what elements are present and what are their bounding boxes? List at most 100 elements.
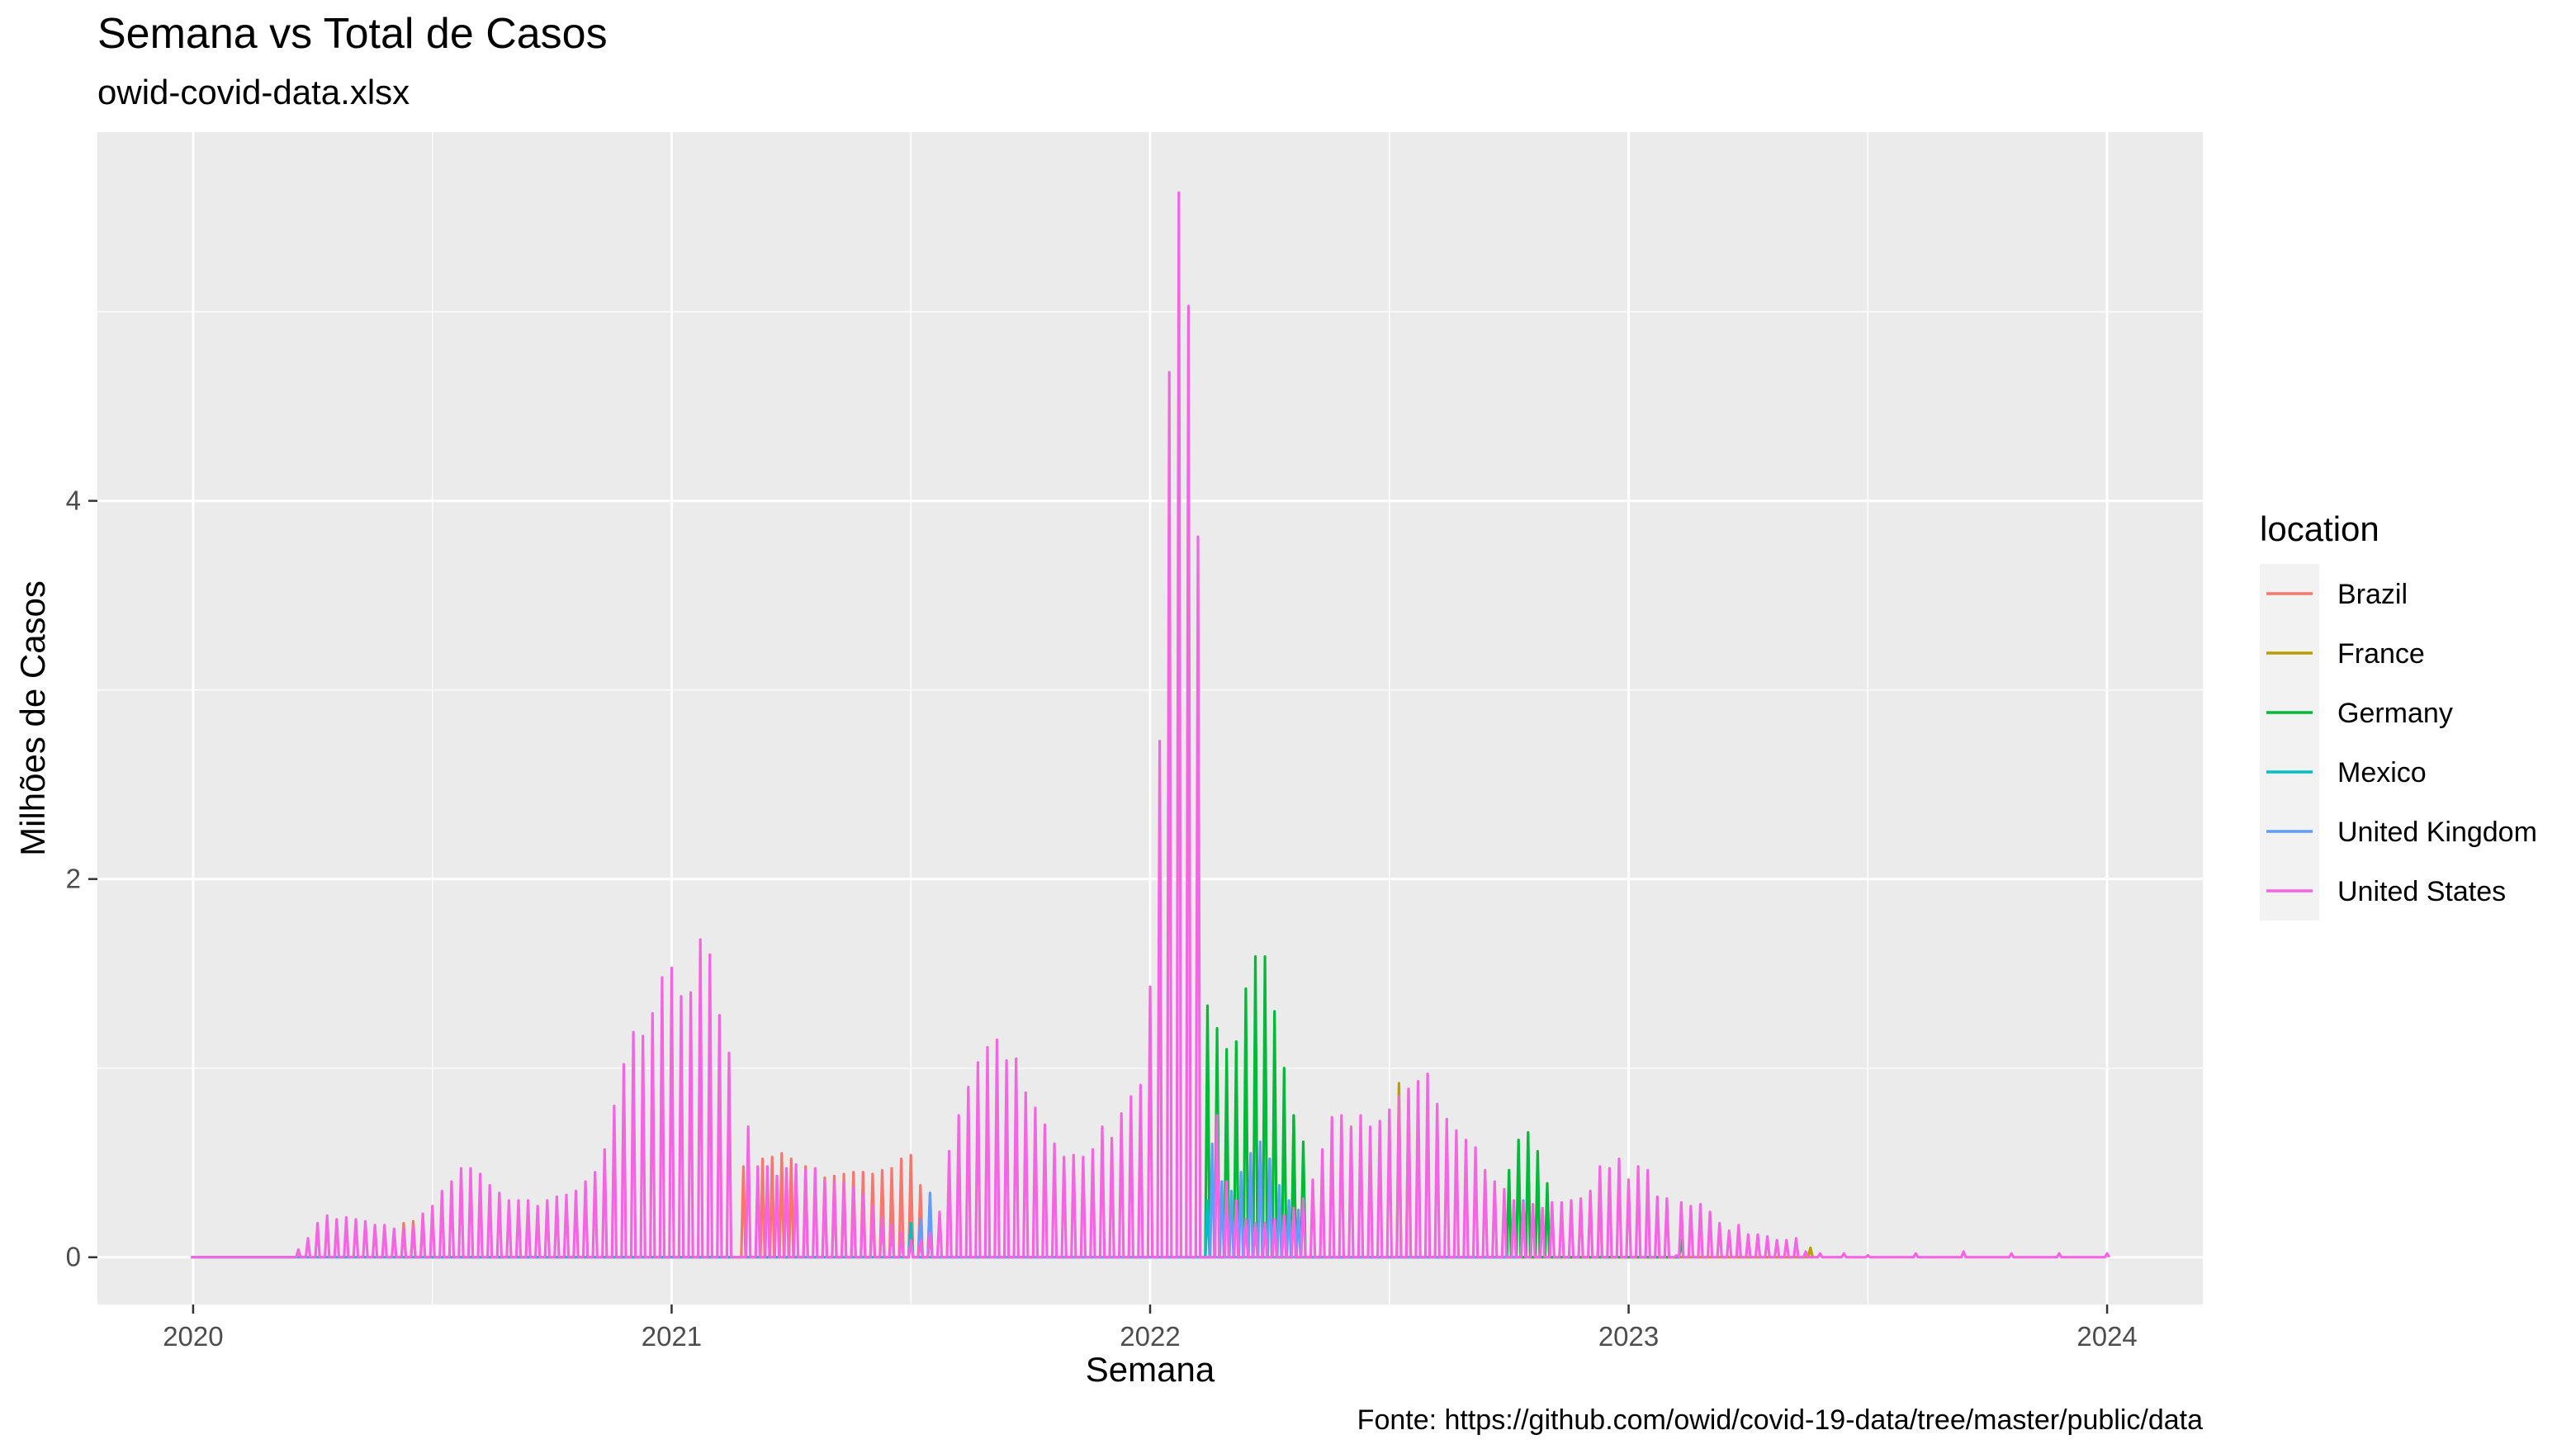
data-point	[374, 1224, 376, 1226]
data-point	[1537, 1150, 1538, 1153]
data-point	[1546, 1182, 1548, 1184]
data-point	[1254, 956, 1257, 958]
y-tick-label: 2	[66, 864, 81, 894]
data-point	[833, 1181, 836, 1182]
data-point	[432, 1205, 433, 1207]
x-tick-label: 2023	[1598, 1321, 1659, 1352]
source-caption: Fonte: https://github.com/owid/covid-19-…	[1357, 1404, 2203, 1436]
data-point	[1656, 1196, 1658, 1198]
data-point	[480, 1173, 481, 1175]
data-point	[757, 1166, 759, 1167]
data-point	[1063, 1156, 1065, 1158]
data-point	[910, 1239, 912, 1241]
data-point	[891, 1167, 893, 1169]
y-axis-title: Milhões de Casos	[13, 580, 52, 856]
data-point	[1680, 1201, 1682, 1203]
data-point	[1259, 1141, 1261, 1143]
data-point	[1278, 1185, 1281, 1186]
data-point	[451, 1181, 452, 1182]
data-point	[1073, 1154, 1074, 1156]
data-point	[843, 1173, 845, 1175]
data-point	[1293, 1207, 1295, 1209]
data-point	[1915, 1252, 1916, 1254]
data-point	[901, 1158, 902, 1160]
legend-item: France	[2266, 638, 2425, 670]
chart-title: Semana vs Total de Casos	[97, 10, 608, 58]
data-point	[1675, 1254, 1678, 1257]
data-point	[718, 1015, 721, 1016]
data-point	[1245, 987, 1247, 990]
data-point	[939, 1211, 940, 1213]
data-point	[1786, 1239, 1788, 1241]
data-point	[1522, 1201, 1524, 1203]
data-point	[762, 1158, 764, 1160]
data-point	[690, 992, 692, 993]
data-point	[1767, 1235, 1769, 1238]
data-point	[1532, 1204, 1534, 1205]
data-point	[814, 1167, 816, 1169]
data-point	[499, 1192, 500, 1194]
x-tick-label: 2022	[1120, 1321, 1180, 1352]
legend-label: France	[2337, 638, 2425, 670]
data-point	[1101, 1126, 1103, 1128]
legend-item: United Kingdom	[2266, 817, 2537, 848]
data-point	[1254, 1222, 1257, 1224]
data-point	[1120, 1113, 1122, 1115]
data-point	[1503, 1188, 1505, 1190]
data-point	[824, 1181, 826, 1182]
data-point	[1025, 1091, 1026, 1094]
data-point	[1560, 1201, 1562, 1203]
data-point	[1580, 1198, 1582, 1200]
data-point	[537, 1205, 538, 1207]
data-point	[1647, 1169, 1649, 1171]
data-point	[790, 1158, 792, 1160]
data-point	[1302, 1141, 1305, 1143]
data-point	[1541, 1207, 1543, 1209]
data-point	[1728, 1230, 1730, 1232]
legend: location Brazil France Germany Mexico United…	[2260, 509, 2537, 921]
data-point	[766, 1166, 769, 1167]
data-point	[1226, 1181, 1228, 1182]
data-point	[384, 1224, 386, 1226]
series-united-states	[191, 191, 2111, 1259]
data-point	[1322, 1148, 1324, 1150]
data-point	[1627, 1179, 1630, 1181]
data-point	[795, 1163, 797, 1166]
data-point	[1776, 1239, 1778, 1241]
series-line	[191, 191, 2111, 1259]
data-point	[1216, 1028, 1218, 1030]
data-point	[862, 1194, 864, 1196]
data-point	[853, 1186, 855, 1188]
data-point	[556, 1196, 558, 1198]
data-point	[1805, 1251, 1807, 1252]
data-point	[910, 1222, 912, 1224]
data-point	[1006, 1059, 1007, 1062]
legend-item: Germany	[2266, 698, 2453, 729]
data-point	[661, 977, 663, 978]
x-axis-title: Semana	[1086, 1350, 1215, 1389]
data-point	[843, 1182, 845, 1184]
data-point	[1312, 1179, 1314, 1181]
data-point	[891, 1224, 893, 1226]
data-point	[460, 1167, 462, 1169]
legend-item: United States	[2266, 876, 2506, 907]
data-point	[1091, 1148, 1094, 1150]
data-point	[709, 954, 711, 955]
data-point	[1608, 1167, 1610, 1169]
data-point	[1408, 1088, 1409, 1090]
data-point	[1139, 1084, 1141, 1086]
series-united-kingdom	[916, 1140, 1527, 1259]
data-point	[1719, 1222, 1721, 1224]
data-point	[1738, 1224, 1740, 1226]
x-axis: 2020 2021 2022 2023 2024	[163, 1305, 2138, 1352]
x-tick-label: 2021	[642, 1321, 702, 1352]
data-point	[1082, 1156, 1084, 1158]
data-point	[872, 1173, 874, 1175]
legend-item: Brazil	[2266, 579, 2408, 610]
data-point	[1599, 1166, 1601, 1167]
data-point	[872, 1205, 874, 1207]
data-point	[920, 1185, 921, 1186]
data-point	[642, 1035, 644, 1037]
data-point	[1350, 1126, 1352, 1128]
